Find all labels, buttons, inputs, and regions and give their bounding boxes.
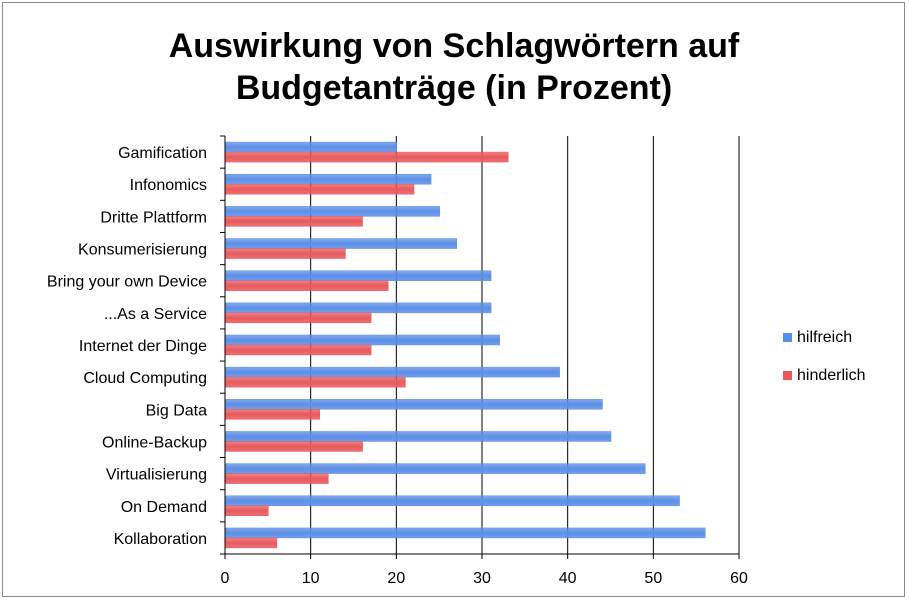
x-tick-label: 10: [302, 570, 320, 587]
bar-hinderlich: [225, 505, 269, 517]
x-tick-label: 60: [730, 570, 748, 587]
bar-hilfreich: [225, 334, 500, 346]
bar-hinderlich: [225, 280, 389, 291]
chart-title-line-2: Budgetanträge (in Prozent): [236, 69, 672, 107]
category-labels: Gamification Infonomics Dritte Plattform Ko…: [47, 145, 207, 548]
bar-hilfreich: [225, 238, 458, 249]
category-label: Cloud Computing: [83, 370, 207, 387]
category-label: Dritte Plattform: [100, 209, 207, 226]
category-label: Big Data: [146, 402, 207, 419]
bar-hinderlich: [225, 441, 363, 452]
category-label: On Demand: [121, 499, 207, 516]
legend-label-hilfreich: hilfreich: [797, 329, 852, 346]
bar-hilfreich: [225, 206, 440, 217]
bar-hinderlich: [225, 312, 372, 324]
chart-title-line-1: Auswirkung von Schlagwörtern auf: [169, 27, 740, 65]
legend-swatch-hilfreich: [783, 333, 792, 342]
bar-hinderlich: [225, 537, 278, 549]
bar-hilfreich: [225, 431, 612, 442]
bar-hilfreich: [225, 527, 706, 539]
legend: hilfreich hinderlich: [783, 329, 865, 384]
category-label: Konsumerisierung: [78, 242, 207, 259]
category-label: Virtualisierung: [106, 467, 207, 484]
bar-hilfreich: [225, 270, 492, 281]
category-label: Online-Backup: [102, 434, 207, 451]
x-tick-label: 40: [559, 570, 577, 587]
bar-hilfreich: [225, 495, 680, 507]
bar-hinderlich: [225, 183, 415, 195]
bar-hinderlich: [225, 248, 346, 259]
bar-hilfreich: [225, 173, 432, 185]
category-label: Bring your own Device: [47, 274, 207, 291]
x-tick-label: 30: [473, 570, 491, 587]
bars: [225, 141, 706, 549]
bar-hilfreich: [225, 302, 492, 314]
legend-swatch-hinderlich: [783, 371, 792, 380]
bar-hilfreich: [225, 399, 603, 410]
category-label: Internet der Dinge: [79, 338, 207, 355]
bar-hilfreich: [225, 141, 398, 153]
category-label: ...As a Service: [104, 306, 207, 323]
x-tick-label: 20: [387, 570, 405, 587]
x-tick-label: 0: [221, 570, 230, 587]
axes: [220, 135, 740, 559]
legend-label-hinderlich: hinderlich: [797, 367, 865, 384]
bar-hilfreich: [225, 463, 646, 474]
bar-hinderlich: [225, 216, 363, 227]
bar-hinderlich: [225, 376, 406, 388]
bar-hinderlich: [225, 473, 329, 484]
x-tick-label: 50: [644, 570, 662, 587]
bar-hilfreich: [225, 366, 560, 378]
category-label: Infonomics: [130, 177, 207, 194]
bar-hinderlich: [225, 151, 509, 163]
gridlines: [310, 136, 740, 554]
bar-hinderlich: [225, 344, 372, 356]
x-tick-labels: 0 10 20 30 40 50 60: [221, 570, 748, 587]
category-label: Kollaboration: [114, 531, 207, 548]
bar-hinderlich: [225, 409, 320, 420]
category-label: Gamification: [118, 145, 207, 162]
